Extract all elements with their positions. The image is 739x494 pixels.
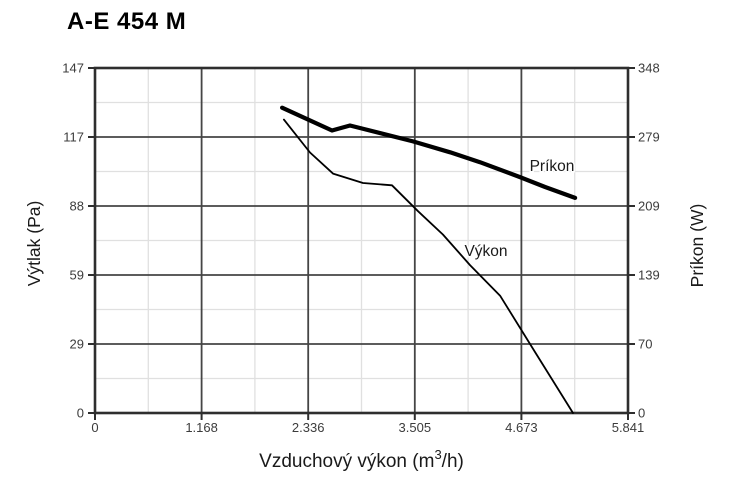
x-tick-label: 5.841 bbox=[612, 420, 645, 435]
y-left-tick-label: 59 bbox=[70, 268, 84, 283]
plot-frame bbox=[93, 66, 630, 415]
x-tick-label: 0 bbox=[91, 420, 98, 435]
series-label-prkon: Príkon bbox=[530, 158, 575, 175]
y-right-tick-label: 139 bbox=[638, 268, 660, 283]
series-label-vkon: Výkon bbox=[464, 243, 507, 260]
series-line-prkon bbox=[280, 105, 578, 200]
y-right-tick-label: 0 bbox=[638, 406, 645, 421]
chart-title: A-E 454 M bbox=[67, 8, 187, 35]
y-right-tick-label: 279 bbox=[638, 130, 660, 145]
y-left-tick-label: 147 bbox=[62, 61, 84, 76]
x-tick-label: 2.336 bbox=[292, 420, 325, 435]
y-left-tick-label: 29 bbox=[70, 337, 84, 352]
y-left-tick-label: 117 bbox=[63, 130, 84, 145]
y-right-tick-label: 70 bbox=[638, 337, 652, 352]
y-right-axis-title: Príkon (W) bbox=[687, 204, 707, 288]
x-tick-label: 1.168 bbox=[185, 420, 218, 435]
y-left-tick-label: 88 bbox=[70, 199, 84, 214]
x-axis-title: Vzduchový výkon (m3/h) bbox=[259, 447, 464, 472]
x-tick-label: 4.673 bbox=[505, 420, 538, 435]
y-right-tick-label: 348 bbox=[638, 61, 660, 76]
x-tick-label: 3.505 bbox=[399, 420, 432, 435]
series-line-vkon bbox=[282, 118, 574, 414]
y-left-axis-title: Výtlak (Pa) bbox=[24, 201, 44, 287]
y-left-tick-label: 0 bbox=[77, 406, 84, 421]
y-right-tick-label: 209 bbox=[638, 199, 660, 214]
